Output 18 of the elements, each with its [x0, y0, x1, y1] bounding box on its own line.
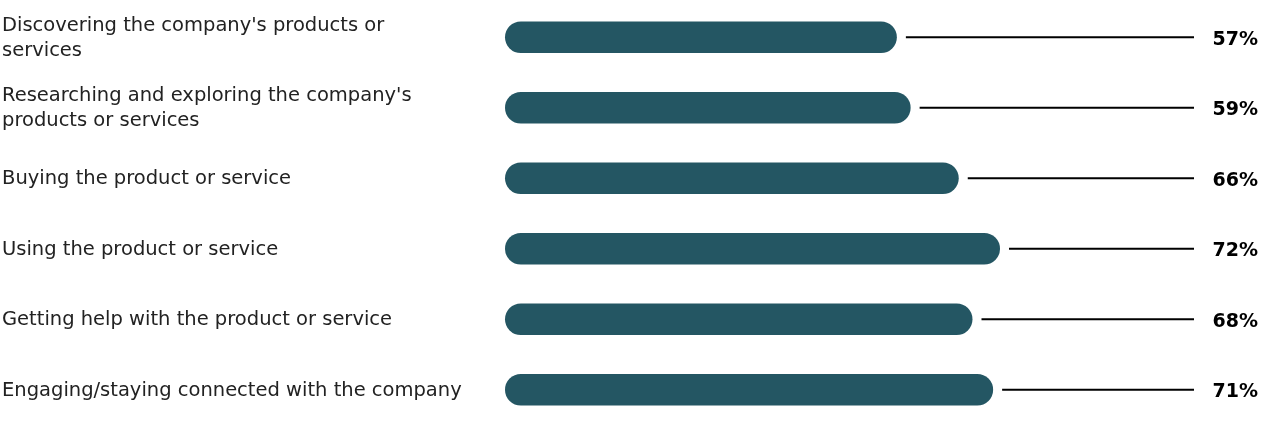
data-label: 66%: [1212, 167, 1258, 190]
bar: [505, 91, 911, 124]
y-tick-label: Buying the product or service: [2, 165, 292, 189]
bar: [505, 162, 959, 195]
data-label: 72%: [1212, 238, 1258, 261]
data-label: 57%: [1212, 26, 1258, 49]
y-tick-label: Engaging/staying connected with the company: [2, 377, 462, 401]
y-tick-label: Discovering the company's products or services: [2, 12, 386, 61]
y-tick-label: Researching and exploring the company's products or services: [2, 82, 412, 131]
bar: [505, 373, 994, 406]
y-tick-label: Using the product or service: [2, 236, 279, 260]
y-tick-label: Getting help with the product or service: [2, 306, 393, 330]
bar: [505, 232, 1000, 265]
bar: [505, 303, 973, 336]
data-label: 68%: [1212, 308, 1258, 331]
data-label: 59%: [1212, 97, 1258, 120]
data-label: 71%: [1212, 379, 1258, 402]
bar: [505, 21, 897, 54]
